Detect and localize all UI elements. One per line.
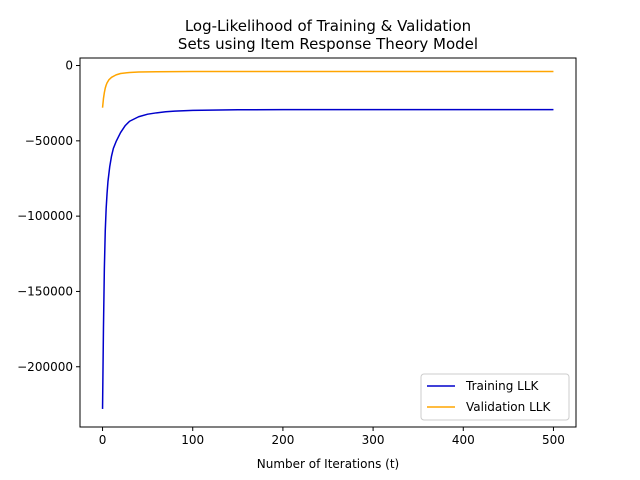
x-axis-label: Number of Iterations (t) xyxy=(257,457,399,471)
chart-title-line-1: Log-Likelihood of Training & Validation xyxy=(185,17,471,35)
y-tick-label: −50000 xyxy=(25,134,73,148)
legend-box xyxy=(420,373,570,421)
y-tick-label: −100000 xyxy=(17,209,73,223)
y-tick-label: 0 xyxy=(65,59,73,73)
y-tick-label: −150000 xyxy=(17,284,73,298)
series-line-validation-llk xyxy=(101,70,554,108)
legend: Training LLK Validation LLK xyxy=(420,373,570,421)
x-tick-label: 100 xyxy=(181,433,204,447)
x-tick-label: 0 xyxy=(99,433,107,447)
series-line-training-llk xyxy=(101,108,554,409)
plot-frame xyxy=(79,57,577,428)
y-tick-label: −200000 xyxy=(17,360,73,374)
legend-label-training: Training LLK xyxy=(465,379,540,393)
x-tick-label: 300 xyxy=(362,433,385,447)
chart-title-line-2: Sets using Item Response Theory Model xyxy=(178,35,478,53)
x-tick-label: 400 xyxy=(452,433,475,447)
legend-label-validation: Validation LLK xyxy=(466,400,551,414)
x-tick-label: 200 xyxy=(271,433,294,447)
x-tick-label: 500 xyxy=(542,433,565,447)
